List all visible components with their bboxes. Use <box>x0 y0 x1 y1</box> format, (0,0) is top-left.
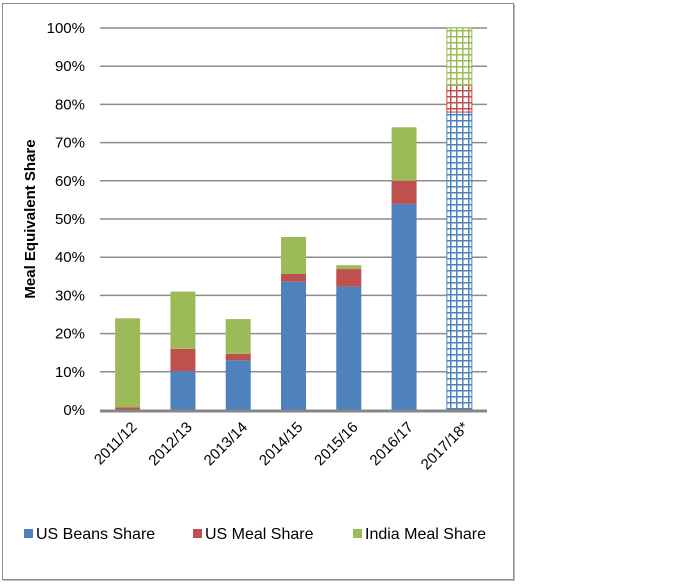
y-tick-label: 30% <box>55 287 85 304</box>
legend-swatch <box>193 529 202 538</box>
y-tick-label: 70% <box>55 135 85 152</box>
bar-segment <box>225 360 251 410</box>
y-tick-label: 10% <box>55 364 85 381</box>
x-tick-label: 2012/13 <box>145 419 195 469</box>
legend-label: US Meal Share <box>205 526 314 543</box>
x-tick-label: 2017/18* <box>418 419 473 474</box>
y-tick-label: 20% <box>55 326 85 343</box>
bar-segment <box>336 286 362 410</box>
bar-segment <box>170 291 196 349</box>
x-tick-label: 2013/14 <box>201 419 251 469</box>
bar-segment <box>115 318 141 408</box>
chart-frame <box>2 3 514 580</box>
legend-swatch <box>24 529 33 538</box>
bar-segment <box>170 371 196 410</box>
x-tick-label: 2015/16 <box>311 419 361 469</box>
x-tick-labels: 2011/12 2012/13 2013/14 2014/15 2015/16 2016/… <box>91 419 472 474</box>
bar-segment <box>336 269 362 287</box>
bar-segment <box>391 127 417 181</box>
bar-segment <box>225 353 251 361</box>
gridlines <box>100 27 487 373</box>
y-tick-label: 100% <box>47 20 85 37</box>
y-tick-label: 60% <box>55 173 85 190</box>
y-tick-label: 90% <box>55 58 85 75</box>
bar-segment <box>446 27 473 86</box>
y-tick-label: 0% <box>63 402 85 419</box>
legend-item: US Beans Share <box>24 526 155 543</box>
bars <box>115 27 473 411</box>
bar-segment <box>391 180 417 204</box>
y-axis-label: Meal Equivalent Share <box>22 139 39 298</box>
y-tick-label: 50% <box>55 211 85 228</box>
bar-segment <box>225 319 251 354</box>
bar-segment <box>391 203 417 410</box>
bar-segment <box>446 111 473 411</box>
x-tick-label: 2016/17 <box>367 419 417 469</box>
bar-segment <box>446 84 473 113</box>
legend-item: India Meal Share <box>353 526 486 543</box>
x-tick-label: 2011/12 <box>91 419 141 469</box>
x-tick-label: 2014/15 <box>256 419 306 469</box>
y-tick-labels: 0% 10% 20% 30% 40% 50% 60% 70% 80% 90% 100% <box>47 20 85 419</box>
bar-segment <box>170 348 196 372</box>
bar-segment <box>115 407 141 410</box>
y-tick-label: 80% <box>55 96 85 113</box>
y-tick-label: 40% <box>55 249 85 266</box>
legend: US Beans Share US Meal Share India Meal Sh… <box>24 526 486 543</box>
bar-segment <box>336 265 362 270</box>
bar-segment <box>281 236 306 275</box>
legend-swatch <box>353 529 362 538</box>
legend-label: India Meal Share <box>365 526 486 543</box>
bar-segment <box>281 274 306 282</box>
legend-label: US Beans Share <box>36 526 155 543</box>
bar-segment <box>281 281 306 410</box>
legend-item: US Meal Share <box>193 526 314 543</box>
